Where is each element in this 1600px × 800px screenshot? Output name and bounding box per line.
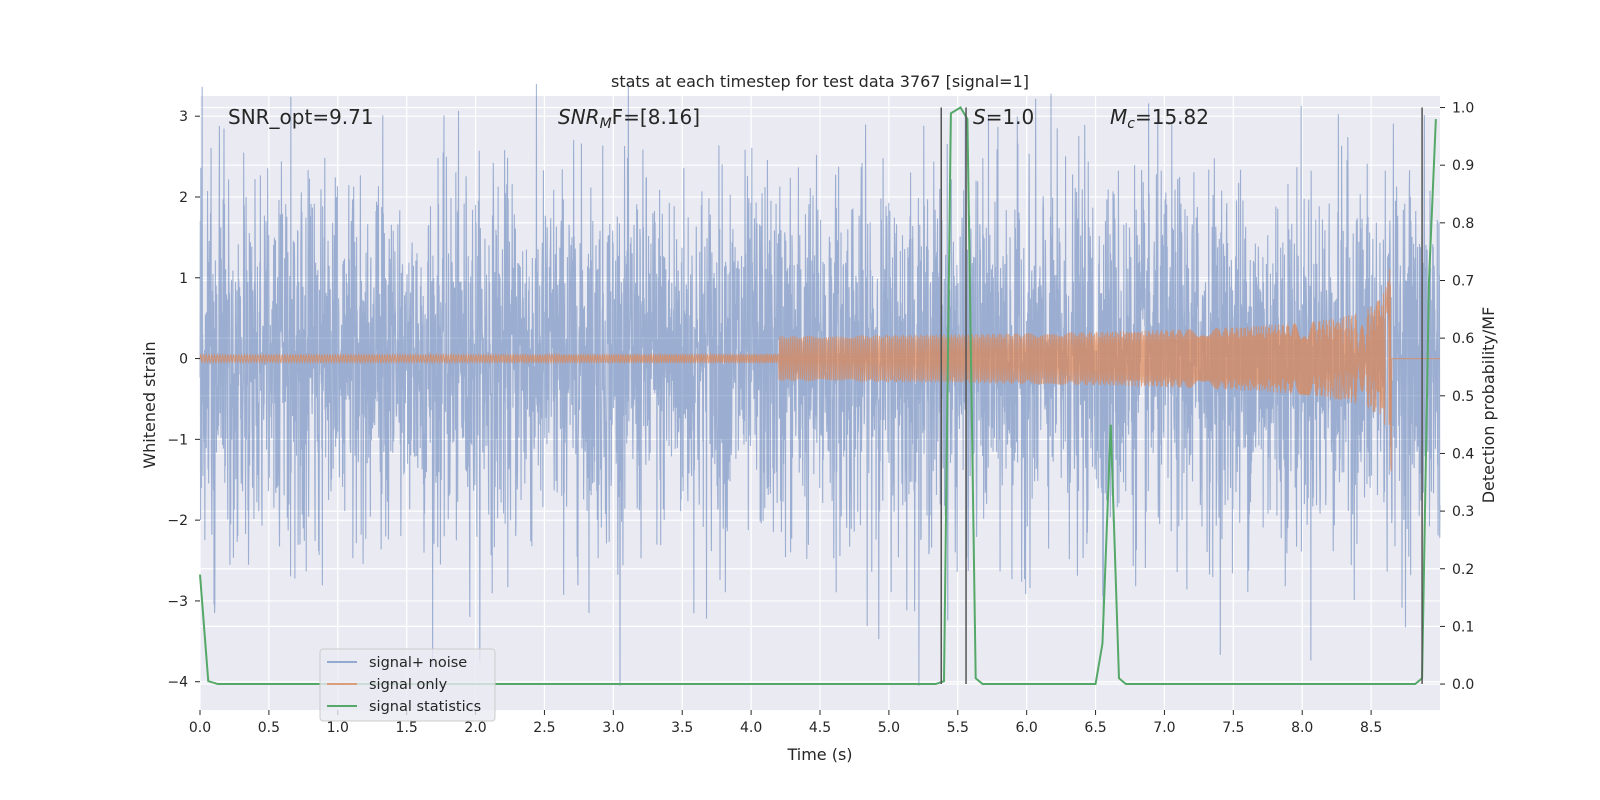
x-tick-label: 8.0 bbox=[1291, 720, 1313, 736]
annotation-mc-sub: c bbox=[1127, 116, 1135, 132]
annotation-mc: Mc=15.82 bbox=[1110, 105, 1209, 132]
y2-tick-label: 0.0 bbox=[1452, 677, 1474, 693]
y-tick-label: 1 bbox=[179, 271, 188, 287]
annotation-s-italic: S bbox=[973, 105, 986, 129]
legend-label-signal-only: signal only bbox=[369, 677, 448, 693]
x-tick-label: 8.5 bbox=[1360, 720, 1382, 736]
y2-tick-label: 0.7 bbox=[1452, 273, 1474, 289]
y-tick-label: 3 bbox=[179, 109, 188, 125]
y-tick-label: −1 bbox=[167, 432, 188, 448]
x-tick-label: 6.5 bbox=[1084, 720, 1106, 736]
series-signal-only bbox=[199, 268, 1440, 472]
x-tick-label: 0.5 bbox=[258, 720, 280, 736]
x-tick-label: 4.5 bbox=[809, 720, 831, 736]
series-signal-statistics bbox=[199, 106, 1437, 686]
y2-axis-label: Detection probability/MF bbox=[1479, 307, 1498, 504]
vertical-markers bbox=[940, 107, 1423, 685]
signal-only-line bbox=[199, 268, 1440, 472]
y-tick-label: −2 bbox=[167, 513, 188, 529]
legend-box bbox=[319, 648, 496, 722]
y2-tick-label: 0.4 bbox=[1452, 446, 1474, 462]
y-axis-ticks: 3 2 1 0 −1 −2 −3 −4 bbox=[167, 109, 200, 691]
x-tick-label: 7.5 bbox=[1222, 720, 1244, 736]
x-tick-label: 1.5 bbox=[396, 720, 418, 736]
annotation-snr-mf-rest: F=[8.16] bbox=[612, 105, 700, 129]
y-tick-label: −3 bbox=[167, 594, 188, 610]
legend-label-signal-noise: signal+ noise bbox=[369, 655, 467, 671]
y2-tick-label: 0.2 bbox=[1452, 562, 1474, 578]
y-tick-label: −4 bbox=[167, 675, 188, 691]
y-axis-label: Whitened strain bbox=[140, 341, 159, 468]
annotation-mc-rest: =15.82 bbox=[1135, 105, 1209, 129]
x-axis-ticks: 0.0 0.5 1.0 1.5 2.0 2.5 3.0 3.5 4.0 4.5 5.0 5.5 6.0 6… bbox=[189, 710, 1382, 736]
y2-tick-label: 0.6 bbox=[1452, 331, 1474, 347]
signal-statistics-line bbox=[199, 106, 1437, 686]
y2-tick-label: 0.1 bbox=[1452, 619, 1474, 635]
x-tick-label: 3.5 bbox=[671, 720, 693, 736]
chart-title: stats at each timestep for test data 376… bbox=[611, 72, 1029, 91]
legend-label-signal-statistics: signal statistics bbox=[369, 699, 481, 715]
annotation-s-rest: =1.0 bbox=[986, 105, 1035, 129]
x-tick-label: 7.0 bbox=[1153, 720, 1175, 736]
x-tick-label: 5.5 bbox=[947, 720, 969, 736]
y2-tick-label: 0.5 bbox=[1452, 389, 1474, 405]
x-tick-label: 4.0 bbox=[740, 720, 762, 736]
x-tick-label: 2.5 bbox=[533, 720, 555, 736]
annotation-snr-mf-sub: M bbox=[600, 116, 612, 132]
y2-tick-label: 1.0 bbox=[1452, 101, 1474, 117]
x-tick-label: 6.0 bbox=[1016, 720, 1038, 736]
x-tick-label: 2.0 bbox=[464, 720, 486, 736]
annotation-snr-mf: SNRMF=[8.16] bbox=[558, 105, 700, 132]
annotation-snr-opt: SNR_opt=9.71 bbox=[228, 105, 374, 129]
x-axis-label: Time (s) bbox=[786, 745, 852, 764]
x-tick-label: 5.0 bbox=[878, 720, 900, 736]
annotation-s: S=1.0 bbox=[973, 105, 1034, 129]
x-tick-label: 1.0 bbox=[327, 720, 349, 736]
y2-tick-label: 0.3 bbox=[1452, 504, 1474, 520]
x-tick-label: 0.0 bbox=[189, 720, 211, 736]
x-tick-label: 3.0 bbox=[602, 720, 624, 736]
y2-tick-label: 0.9 bbox=[1452, 158, 1474, 174]
legend: signal+ noise signal only signal statist… bbox=[319, 648, 496, 722]
y-tick-label: 0 bbox=[179, 352, 188, 368]
annotation-snr-mf-main: SNR bbox=[558, 105, 600, 129]
annotation-mc-italic: M bbox=[1110, 105, 1127, 129]
y2-axis-ticks: 1.0 0.9 0.8 0.7 0.6 0.5 0.4 0.3 0.2 0.1 0.0 bbox=[1440, 101, 1474, 693]
y2-tick-label: 0.8 bbox=[1452, 216, 1474, 232]
y-tick-label: 2 bbox=[179, 190, 188, 206]
